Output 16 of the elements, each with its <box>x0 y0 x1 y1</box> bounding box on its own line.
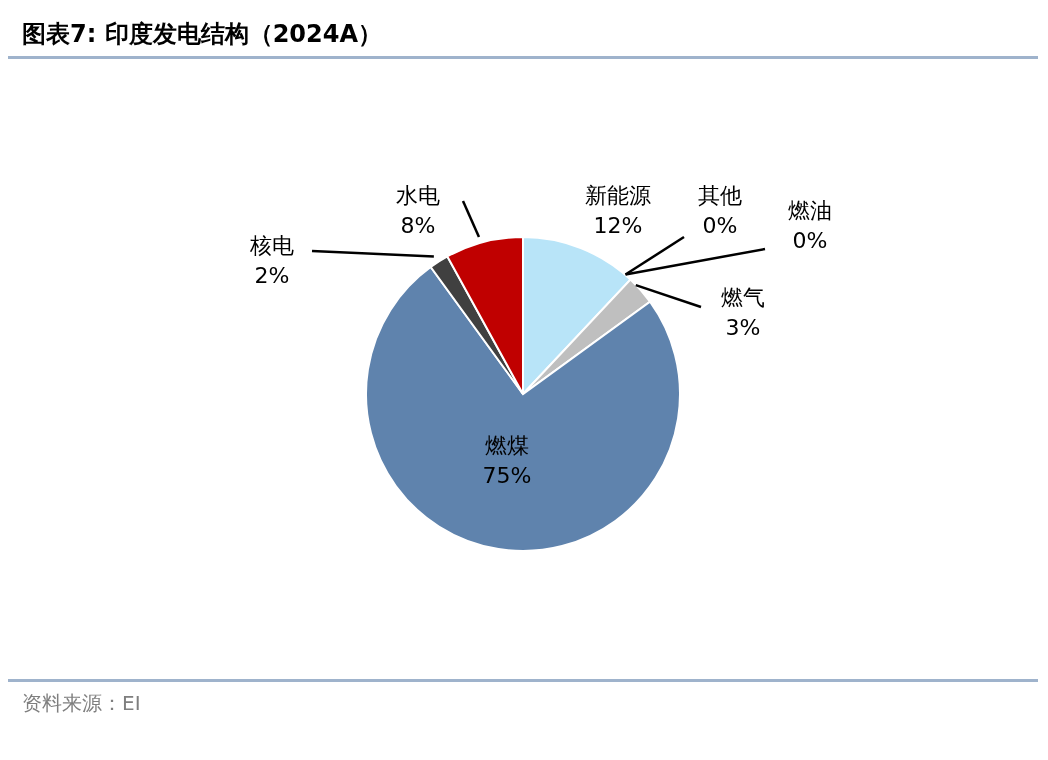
category-label: 其他 <box>698 183 742 208</box>
slice-label: 燃气 <box>721 285 765 310</box>
data-label: 8% <box>400 213 436 238</box>
text: 0% <box>792 228 828 253</box>
data-label: 2% <box>254 263 290 288</box>
data-label: 3% <box>725 315 761 340</box>
slice-label: 核电 <box>249 233 294 258</box>
data-label: 12% <box>593 213 643 238</box>
slice-label: 燃煤 <box>484 432 529 458</box>
slice-label: 新能源 <box>585 183 651 208</box>
category-label: 燃油 <box>788 198 832 223</box>
chart-title: 图表7: 印度发电结构（2024A） <box>8 8 1038 59</box>
data-label: 75% <box>482 462 532 488</box>
text: 0% <box>702 213 738 238</box>
slice-label: 水电 <box>396 183 440 208</box>
text: 资料来源：EI <box>22 690 142 717</box>
